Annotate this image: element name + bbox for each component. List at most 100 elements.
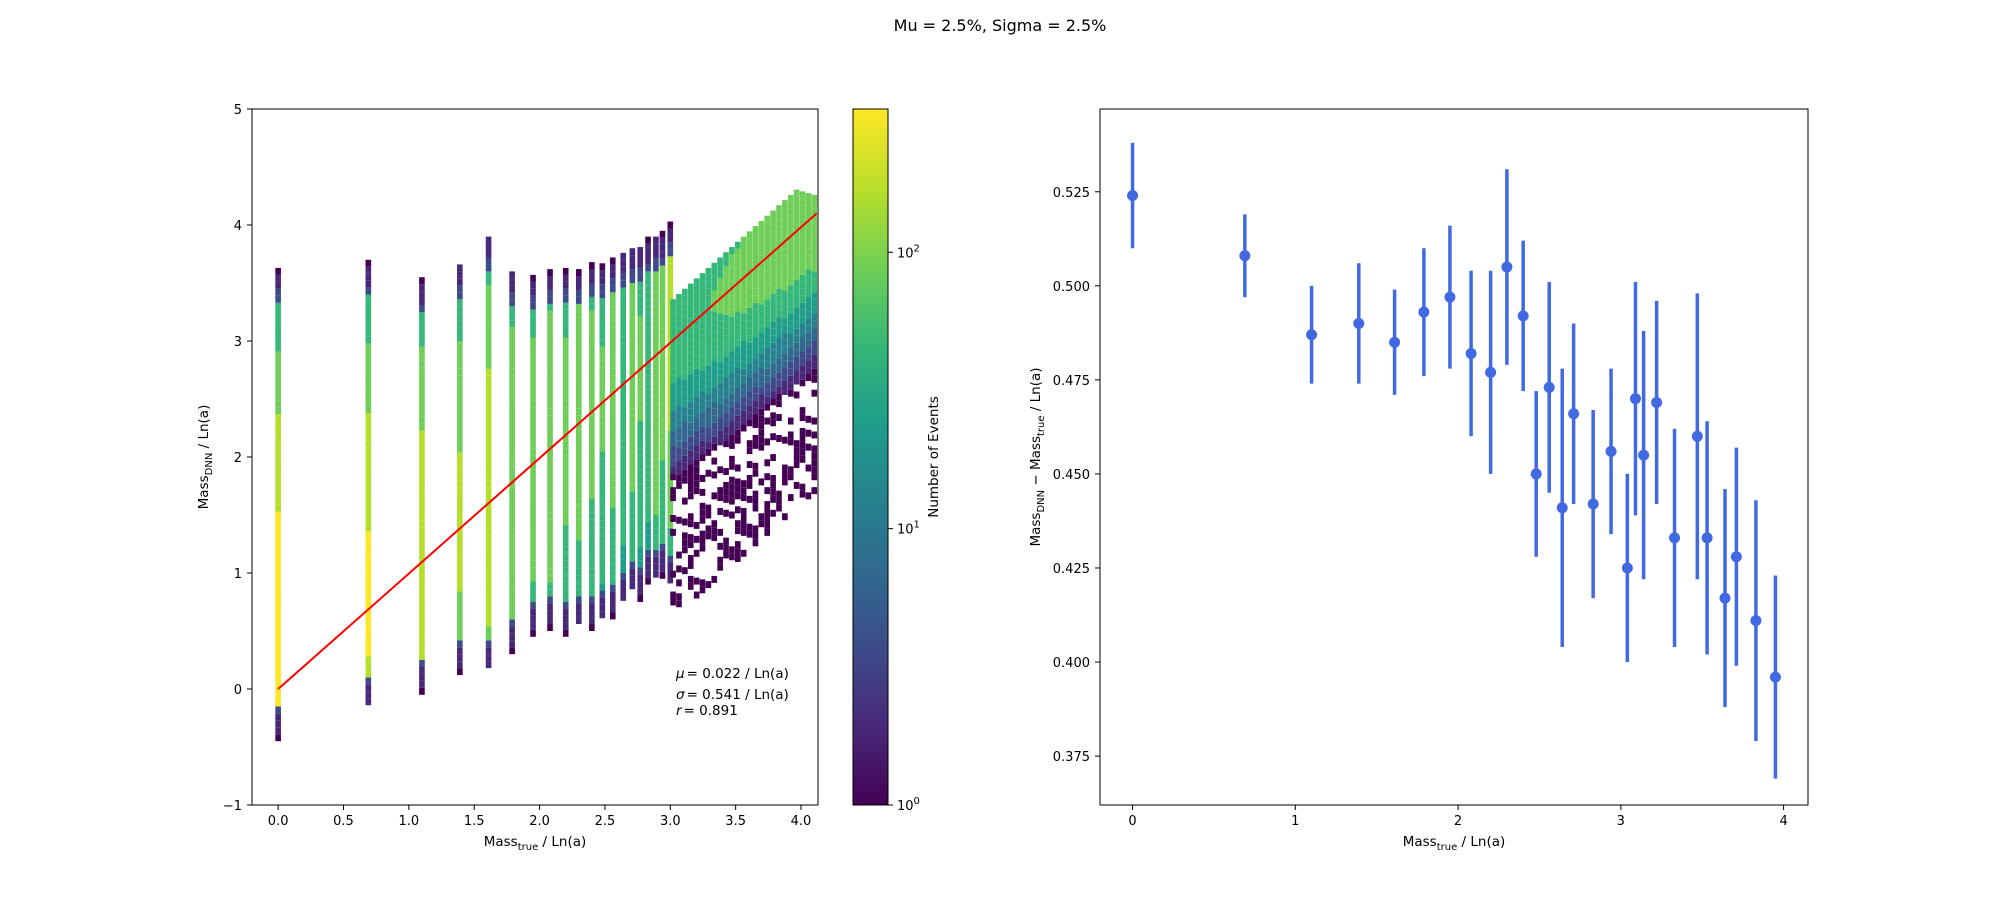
errorbar-points <box>1127 142 1781 779</box>
heatmap-cell <box>782 387 788 395</box>
heatmap-cell <box>365 691 372 699</box>
heatmap-cell <box>805 207 812 214</box>
heatmap-cell <box>705 386 712 394</box>
heatmap-cell <box>752 462 759 470</box>
heatmap-cell <box>782 255 788 263</box>
heatmap-cell <box>746 238 753 246</box>
heatmap-cell <box>562 434 569 442</box>
heatmap-cell <box>740 313 747 321</box>
heatmap-cell <box>575 317 582 325</box>
heatmap-cell <box>645 556 651 564</box>
heatmap-cell <box>653 313 659 321</box>
heatmap-cell <box>799 379 806 387</box>
heatmap-cell <box>645 577 651 585</box>
heatmap-cell <box>693 445 700 453</box>
heatmap-cell <box>562 518 569 526</box>
heatmap-cell <box>457 347 463 355</box>
heatmap-cell <box>645 563 651 571</box>
heatmap-cell <box>419 402 425 410</box>
heatmap-cell <box>787 264 794 272</box>
heatmap-cell <box>589 359 595 367</box>
heatmap-cell <box>457 424 463 432</box>
heatmap-cell <box>653 396 659 404</box>
heatmap-cell <box>457 570 463 578</box>
heatmap-cell <box>637 281 644 289</box>
heatmap-cell <box>620 475 627 483</box>
right-x-tick-label: 1 <box>1291 814 1299 829</box>
heatmap-cell <box>711 443 718 451</box>
heatmap-cell <box>811 271 818 279</box>
heatmap-cell <box>687 394 694 402</box>
heatmap-cell <box>275 588 281 596</box>
heatmap-cell <box>637 483 644 491</box>
heatmap-cell <box>693 403 700 411</box>
heatmap-cell <box>682 288 688 296</box>
heatmap-cell <box>637 288 644 296</box>
heatmap-cell <box>562 595 569 602</box>
heatmap-cell <box>723 294 729 301</box>
heatmap-cell <box>687 478 694 486</box>
heatmap-cell <box>485 473 492 481</box>
heatmap-cell <box>764 271 771 279</box>
heatmap-cell <box>485 508 492 515</box>
heatmap-cell <box>365 378 372 386</box>
heatmap-cell <box>645 341 651 348</box>
heatmap-cell <box>740 382 747 390</box>
heatmap-cell <box>275 288 281 296</box>
heatmap-cell <box>711 318 718 326</box>
heatmap-cell <box>723 495 729 503</box>
heatmap-cell <box>599 555 606 563</box>
heatmap-cell <box>485 577 492 585</box>
heatmap-cell <box>787 257 794 265</box>
heatmap-cell <box>599 604 606 612</box>
heatmap-cell <box>676 447 682 455</box>
left-x-axis: 0.0 0.5 1.0 1.5 2.0 2.5 3.0 3.5 4.0 <box>268 805 811 829</box>
heatmap-cell <box>589 540 595 548</box>
heatmap-cell <box>485 640 492 648</box>
heatmap-cell <box>589 533 595 541</box>
heatmap-cell <box>485 633 492 641</box>
heatmap-cell <box>670 361 676 369</box>
heatmap-cell <box>530 434 536 442</box>
heatmap-cell <box>589 380 595 388</box>
heatmap-cell <box>530 588 536 596</box>
heatmap-cell <box>699 474 706 482</box>
heatmap-cell <box>717 431 723 439</box>
heatmap-cell <box>530 462 536 470</box>
heatmap-cell <box>746 314 753 322</box>
heatmap-cell <box>365 336 372 344</box>
heatmap-cell <box>711 534 718 542</box>
heatmap-cell <box>746 412 753 420</box>
heatmap-cell <box>365 642 372 650</box>
heatmap-cell <box>729 337 735 345</box>
heatmap-cell <box>629 324 636 332</box>
heatmap-cell <box>734 262 741 270</box>
heatmap-cell <box>509 473 515 481</box>
heatmap-cell <box>758 478 765 486</box>
heatmap-cell <box>799 288 806 296</box>
heatmap-cell <box>758 360 765 368</box>
heatmap-cell <box>659 251 666 259</box>
heatmap-cell <box>782 241 788 249</box>
heatmap-cell <box>485 487 492 495</box>
heatmap-cell <box>365 447 372 455</box>
heatmap-cell <box>485 389 492 397</box>
heatmap-cell <box>752 434 759 442</box>
heatmap-cell <box>659 411 666 419</box>
heatmap-cell <box>729 414 735 422</box>
heatmap-cell <box>365 621 372 629</box>
heatmap-cell <box>485 278 492 286</box>
heatmap-cell <box>764 473 771 481</box>
heatmap-cell <box>589 366 595 374</box>
heatmap-cell <box>764 229 771 237</box>
heatmap-cell <box>609 480 616 488</box>
heatmap-cell <box>676 307 682 315</box>
heatmap-cell <box>589 303 595 311</box>
heatmap-cell <box>485 501 492 509</box>
heatmap-cell <box>659 557 666 565</box>
heatmap-cell <box>787 306 794 314</box>
heatmap-cell <box>711 415 718 423</box>
heatmap-cell <box>547 429 553 437</box>
heatmap-cell <box>729 546 735 554</box>
heatmap-cell <box>770 412 776 420</box>
